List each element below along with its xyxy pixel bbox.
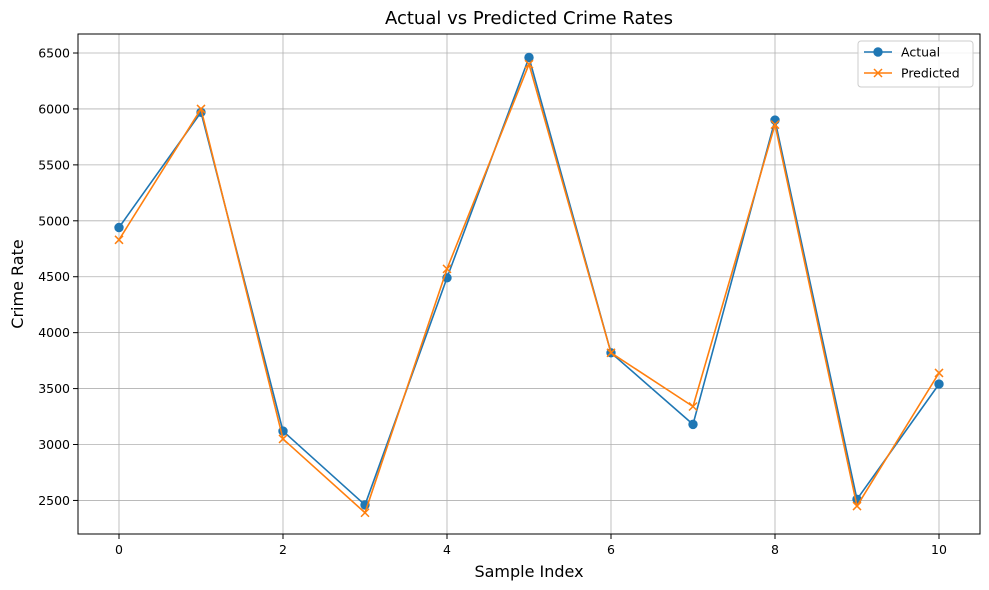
legend-marker (873, 47, 883, 57)
x-tick-label: 0 (115, 542, 123, 557)
predicted-point (360, 508, 370, 518)
actual-point (114, 222, 124, 233)
x-tick-label: 6 (607, 542, 615, 557)
legend-item-actual: Actual (864, 45, 940, 60)
chart-title: Actual vs Predicted Crime Rates (385, 8, 673, 29)
y-tick-label: 5000 (38, 213, 70, 228)
y-tick-label: 3500 (38, 381, 70, 396)
series-layer (114, 52, 944, 518)
y-axis-label: Crime Rate (8, 239, 27, 328)
legend-item-predicted: Predicted (864, 66, 960, 81)
axis-ticks: 0 2 4 6 8 10 2500 3000 3500 4000 4500 5000 5500 6000 6… (38, 46, 947, 557)
y-tick-label: 6000 (38, 101, 70, 116)
legend-label: Predicted (901, 66, 960, 81)
predicted-point (688, 401, 698, 412)
predicted-point (278, 434, 288, 444)
predicted-point (852, 501, 862, 511)
predicted-point (196, 104, 206, 114)
actual-point (524, 52, 534, 63)
y-tick-label: 4500 (38, 269, 70, 284)
y-tick-label: 5500 (38, 157, 70, 172)
x-tick-label: 4 (443, 542, 451, 557)
plot-frame (77, 33, 981, 535)
y-tick-label: 6500 (38, 46, 70, 61)
legend-marker (873, 68, 883, 78)
series-predicted (114, 59, 944, 518)
predicted-point (770, 120, 780, 130)
predicted-point (442, 264, 452, 274)
predicted-point (114, 235, 124, 245)
legend-label: Actual (901, 45, 940, 60)
x-tick-label: 10 (931, 542, 947, 557)
x-axis-label: Sample Index (474, 562, 583, 581)
predicted-point (606, 348, 616, 358)
predicted-point (934, 368, 944, 378)
y-tick-label: 4000 (38, 325, 70, 340)
actual-point (688, 419, 698, 430)
x-tick-label: 2 (279, 542, 287, 557)
actual-point (770, 115, 780, 125)
actual-point (934, 379, 944, 389)
legend: Actual Predicted (857, 40, 974, 88)
series-actual (114, 52, 944, 510)
predicted-point (524, 59, 534, 69)
y-tick-label: 3000 (38, 437, 70, 452)
y-tick-label: 2500 (38, 493, 70, 508)
x-tick-label: 8 (771, 542, 779, 557)
